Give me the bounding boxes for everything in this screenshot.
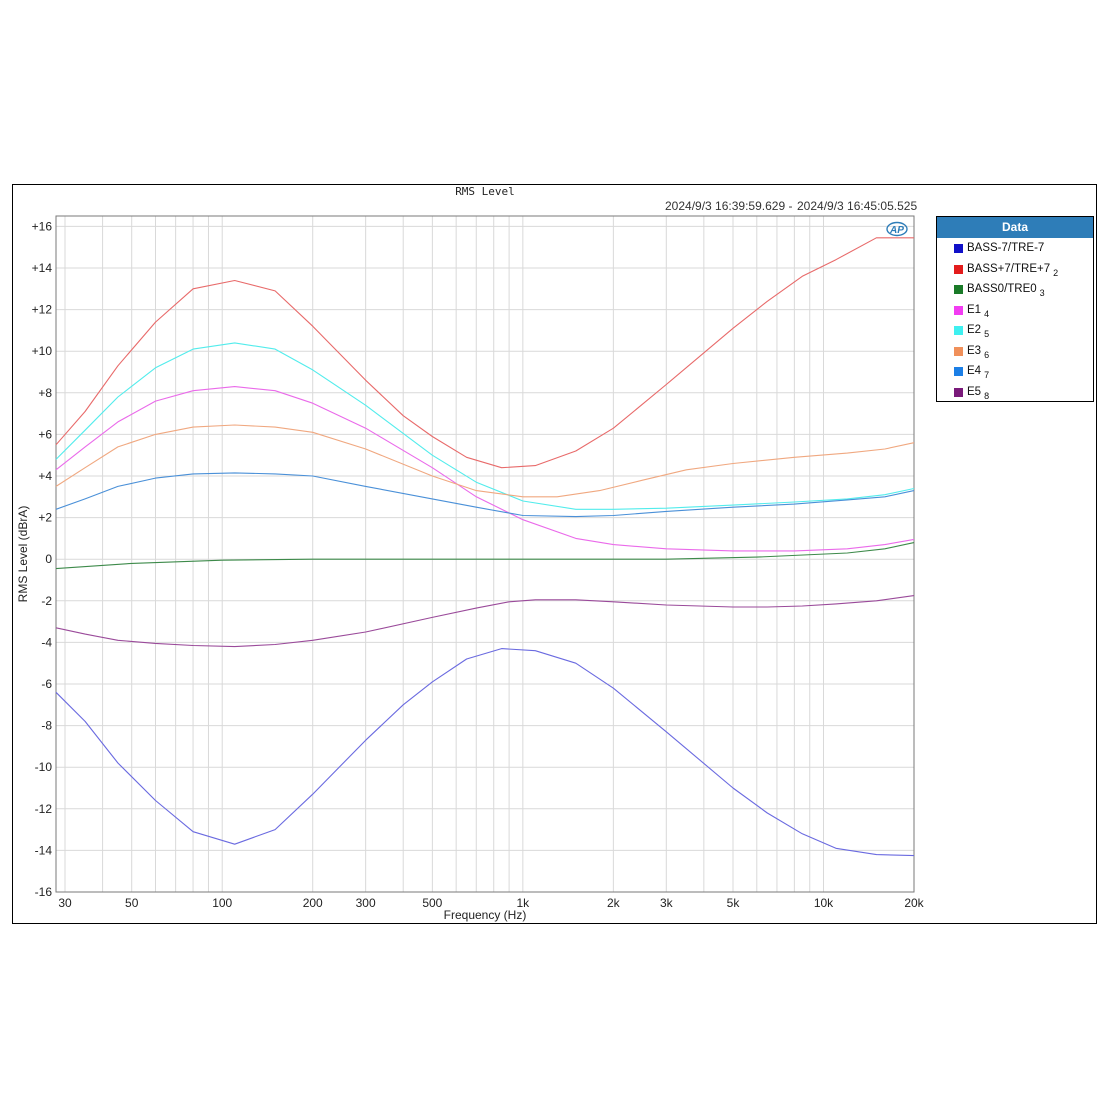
legend-label: E2 [967, 324, 982, 336]
legend-label: BASS0/TRE0 [967, 283, 1037, 295]
series-line-6 [55, 424, 915, 498]
y-tick-label: +8 [38, 386, 52, 400]
legend-swatch [954, 264, 963, 274]
legend-index: 2 [1053, 267, 1059, 278]
legend-index: 6 [984, 349, 990, 360]
legend: Data BASS-7/TRE-7 BASS+7/TRE+7 2 BASS0/TRE0… [936, 216, 1094, 402]
x-tick-label: 1k [517, 896, 531, 910]
legend-label: E3 [967, 344, 982, 357]
legend-item[interactable]: E2 5 [937, 320, 1093, 341]
legend-index: 3 [1039, 288, 1045, 298]
legend-index: 7 [984, 370, 990, 380]
legend-swatch [954, 285, 963, 294]
legend-item[interactable]: BASS-7/TRE-7 [937, 238, 1093, 259]
y-ticks: +16 +14 +12 +10 +8 +6 +4 +2 0 -2 -4 -6 -8 -10 -12 -14 -1… [32, 219, 53, 899]
legend-label: BASS+7/TRE+7 [967, 262, 1051, 275]
series-line-3 [55, 542, 915, 570]
legend-swatch [954, 326, 963, 335]
y-tick-label: +6 [38, 427, 52, 441]
ap-logo-text: AP [889, 225, 904, 236]
legend-label: BASS-7/TRE-7 [967, 242, 1045, 254]
series-line-2 [55, 237, 914, 469]
legend-title: Data [937, 217, 1093, 238]
x-axis-label: Frequency (Hz) [444, 908, 527, 922]
y-tick-label: -2 [41, 594, 52, 608]
y-tick-label: +10 [32, 344, 53, 358]
timestamp-start: 2024/9/3 16:39:59.629 - [665, 199, 792, 213]
y-tick-label: -8 [41, 719, 52, 733]
legend-index: 8 [984, 390, 990, 401]
legend-swatch [954, 244, 963, 253]
y-axis-label: RMS Level (dBrA) [16, 506, 30, 603]
x-tick-label: 3k [660, 896, 674, 910]
legend-item[interactable]: E4 7 [937, 361, 1093, 382]
x-tick-label: 50 [125, 896, 139, 910]
x-tick-label: 5k [727, 896, 741, 910]
legend-item[interactable]: BASS0/TRE0 3 [937, 279, 1093, 300]
legend-index: 4 [984, 308, 990, 319]
x-tick-label: 500 [422, 896, 442, 910]
y-tick-label: +14 [32, 261, 53, 275]
legend-item[interactable]: E5 8 [937, 382, 1093, 403]
legend-label: E4 [967, 365, 982, 377]
series-line-7 [55, 472, 915, 518]
legend-item[interactable]: E3 6 [937, 341, 1093, 362]
grid [56, 216, 915, 893]
timestamp-end: 2024/9/3 16:45:05.525 [797, 199, 917, 213]
y-tick-label: -4 [41, 635, 52, 649]
series-line-8 [55, 595, 915, 648]
legend-swatch [954, 387, 963, 397]
y-tick-label: +2 [38, 511, 52, 525]
x-ticks: 30 50 100 200 300 500 1k 2k 3k 5k 10k 20k [58, 896, 924, 910]
series-line-1 [55, 648, 915, 857]
x-tick-label: 30 [58, 896, 72, 910]
legend-swatch [954, 305, 963, 315]
y-tick-label: 0 [45, 552, 52, 566]
legend-swatch [954, 346, 963, 356]
legend-item[interactable]: E1 4 [937, 300, 1093, 321]
x-tick-label: 100 [212, 896, 232, 910]
legend-items: BASS-7/TRE-7 BASS+7/TRE+7 2 BASS0/TRE0 3 E1 4 E… [937, 238, 1093, 402]
legend-item[interactable]: BASS+7/TRE+7 2 [937, 259, 1093, 280]
y-tick-label: +16 [32, 219, 53, 233]
y-tick-label: -14 [35, 843, 53, 857]
plot-area [55, 215, 915, 893]
x-tick-label: 20k [904, 896, 924, 910]
ap-logo: AP [886, 221, 908, 237]
legend-swatch [954, 367, 963, 376]
legend-index: 5 [984, 329, 990, 339]
series-line-5 [55, 342, 915, 510]
y-tick-label: -16 [35, 885, 53, 899]
y-tick-label: +12 [32, 303, 53, 317]
x-tick-label: 200 [303, 896, 323, 910]
y-tick-label: -6 [41, 677, 52, 691]
x-tick-label: 2k [607, 896, 621, 910]
y-tick-label: -10 [35, 760, 53, 774]
x-tick-label: 300 [356, 896, 376, 910]
legend-label: E1 [967, 303, 982, 316]
y-tick-label: -12 [35, 802, 53, 816]
legend-label: E5 [967, 385, 982, 398]
chart-title: RMS Level [455, 185, 515, 198]
series-layer [55, 237, 915, 857]
x-tick-label: 10k [814, 896, 834, 910]
y-tick-label: +4 [38, 469, 52, 483]
series-line-4 [55, 386, 915, 552]
